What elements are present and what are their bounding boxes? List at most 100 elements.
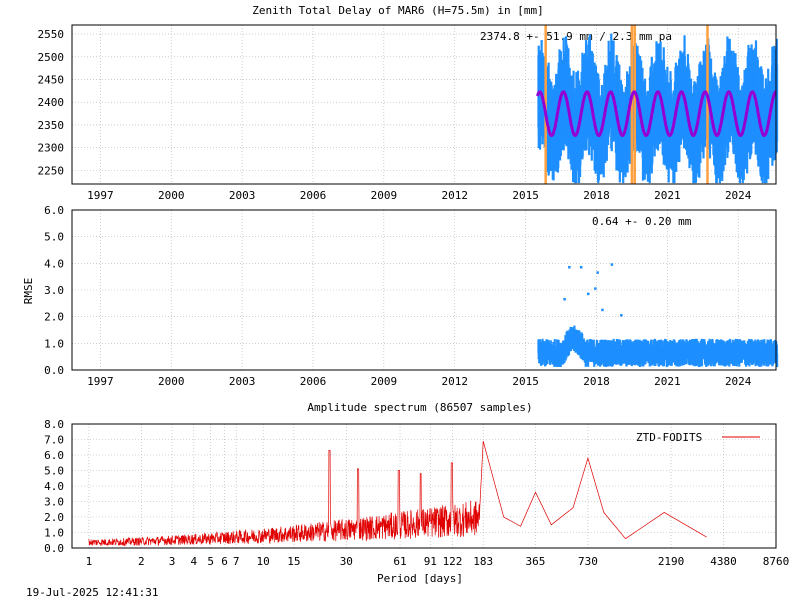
rmse-point	[557, 339, 560, 354]
rmse-annotation: 0.64 +- 0.20 mm	[592, 215, 692, 228]
ztd-obs-point	[775, 64, 779, 143]
spectrum-legend-label: ZTD-FODITS	[636, 431, 702, 444]
ztd-y-tick: 2250	[38, 164, 65, 177]
ztd-y-tick: 2400	[38, 96, 65, 109]
rmse-point	[656, 350, 659, 364]
spectrum-x-tick: 6	[221, 555, 228, 568]
rmse-x-tick: 2024	[725, 375, 752, 388]
spectrum-y-tick: 6.0	[44, 449, 64, 462]
ztd-x-tick: 2015	[512, 189, 539, 202]
spectrum-x-tick: 91	[424, 555, 437, 568]
spectrum-x-tick: 183	[473, 555, 493, 568]
ztd-x-tick: 2024	[725, 189, 752, 202]
spectrum-x-tick: 365	[526, 555, 546, 568]
spectrum-x-tick: 7	[233, 555, 240, 568]
rmse-points	[537, 263, 779, 368]
rmse-point	[775, 344, 778, 358]
rmse-outlier	[601, 308, 604, 312]
rmse-y-tick: 6.0	[44, 204, 64, 217]
rmse-point	[772, 341, 775, 355]
ztd-y-tick: 2550	[38, 28, 65, 41]
rmse-y-tick: 0.0	[44, 364, 64, 377]
spectrum-x-tick: 122	[443, 555, 463, 568]
rmse-point	[682, 340, 685, 354]
spectrum-x-tick: 1	[86, 555, 93, 568]
spectrum-title: Amplitude spectrum (86507 samples)	[307, 401, 532, 414]
rmse-outlier	[563, 298, 566, 301]
rmse-plot-frame	[71, 209, 777, 371]
spectrum-y-tick: 3.0	[44, 496, 64, 509]
ztd-x-tick: 2018	[583, 189, 610, 202]
spectrum-line	[88, 441, 707, 547]
rmse-x-tick: 2006	[300, 375, 327, 388]
ztd-x-tick: 2021	[654, 189, 681, 202]
spectrum-x-tick: 4380	[710, 555, 737, 568]
rmse-point	[563, 349, 566, 363]
spectrum-x-tick: 4	[191, 555, 198, 568]
rmse-x-tick: 2015	[512, 375, 539, 388]
rmse-y-tick: 1.0	[44, 337, 64, 350]
ztd-x-tick: 2012	[441, 189, 468, 202]
spectrum-y-tick: 1.0	[44, 527, 64, 540]
spectrum-y-tick: 0.0	[44, 542, 64, 555]
rmse-point	[728, 353, 731, 367]
spectrum-x-tick: 3	[169, 555, 176, 568]
ztd-x-tick: 2003	[229, 189, 256, 202]
rmse-outlier	[596, 271, 599, 274]
spectrum-x-tick: 2	[138, 555, 145, 568]
rmse-outlier	[568, 266, 571, 269]
spectrum-y-tick: 8.0	[44, 418, 64, 431]
rmse-point	[678, 340, 681, 354]
spectrum-xlabel: Period [days]	[377, 572, 463, 585]
rmse-point	[697, 342, 700, 357]
ztd-x-tick: 2006	[300, 189, 327, 202]
ztd-model-curve	[535, 90, 777, 138]
rmse-point	[650, 339, 653, 353]
rmse-x-tick: 2012	[441, 375, 468, 388]
spectrum-x-tick: 5	[207, 555, 214, 568]
rmse-outlier	[610, 263, 614, 266]
rmse-point	[692, 352, 695, 366]
rmse-point	[662, 352, 666, 367]
rmse-outlier	[587, 292, 590, 296]
spectrum-x-tick: 30	[340, 555, 353, 568]
spectrum-x-tick: 61	[393, 555, 406, 568]
spectrum-y-tick: 4.0	[44, 480, 64, 493]
spectrum-y-tick: 5.0	[44, 465, 64, 478]
rmse-outlier	[620, 314, 623, 317]
rmse-point	[776, 353, 779, 368]
rmse-y-tick: 3.0	[44, 284, 64, 297]
ztd-y-tick: 2500	[38, 51, 65, 64]
rmse-x-tick: 2018	[583, 375, 610, 388]
rmse-x-tick: 1997	[87, 375, 114, 388]
rmse-point	[553, 339, 556, 353]
rmse-point	[734, 338, 737, 353]
spectrum-x-tick: 15	[287, 555, 300, 568]
spectrum-x-tick: 730	[578, 555, 598, 568]
rmse-point	[642, 339, 645, 353]
ztd-y-tick: 2450	[38, 74, 65, 87]
rmse-x-tick: 2021	[654, 375, 681, 388]
rmse-x-tick: 2003	[229, 375, 256, 388]
spectrum-y-tick: 2.0	[44, 511, 64, 524]
ztd-title: Zenith Total Delay of MAR6 (H=75.5m) in …	[252, 4, 543, 17]
ztd-y-tick: 2350	[38, 119, 65, 132]
rmse-point	[566, 330, 569, 344]
ztd-x-tick: 2000	[158, 189, 185, 202]
spectrum-y-tick: 7.0	[44, 434, 64, 447]
spectrum-x-tick: 2190	[658, 555, 685, 568]
rmse-y-tick: 5.0	[44, 231, 64, 244]
spectrum-plot-frame	[71, 423, 777, 549]
ztd-y-tick: 2300	[38, 142, 65, 155]
ztd-gridlines	[72, 25, 776, 184]
rmse-point	[700, 352, 704, 367]
rmse-outlier	[594, 287, 597, 290]
rmse-ylabel: RMSE	[22, 278, 35, 305]
ztd-x-tick: 1997	[87, 189, 114, 202]
ztd-x-tick: 2009	[371, 189, 398, 202]
rmse-y-tick: 2.0	[44, 311, 64, 324]
spectrum-x-tick: 8760	[763, 555, 790, 568]
rmse-y-tick: 4.0	[44, 257, 64, 270]
rmse-x-tick: 2000	[158, 375, 185, 388]
